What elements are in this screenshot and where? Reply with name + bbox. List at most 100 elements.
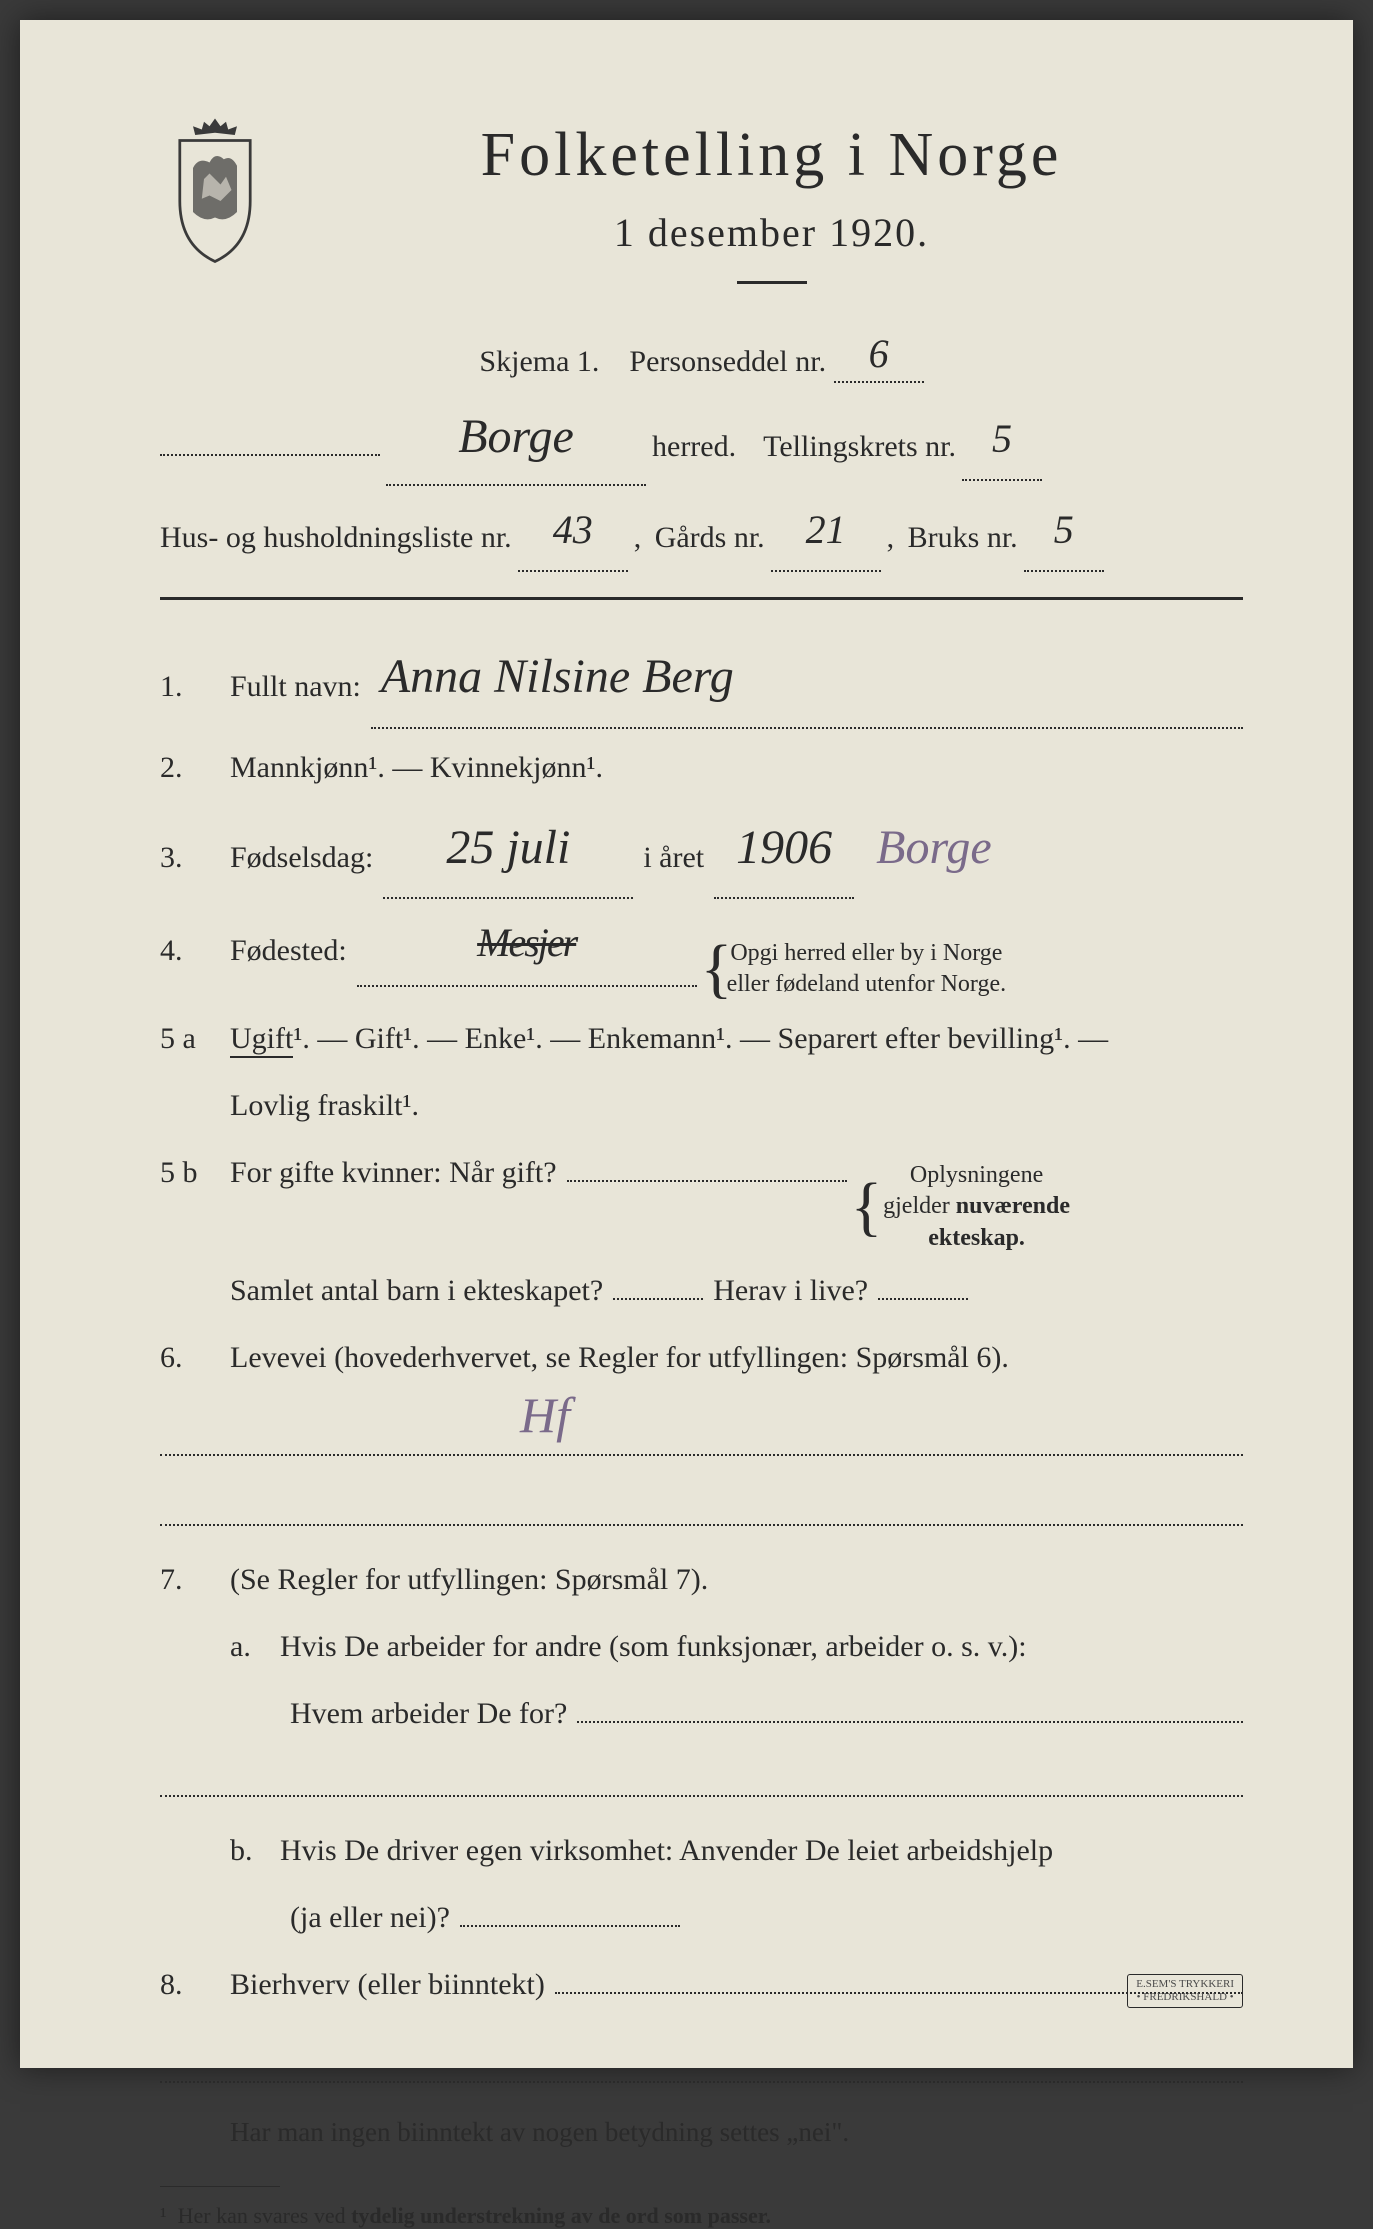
q5b-live-field: [878, 1298, 968, 1300]
q3-day-field: 25 juli: [383, 806, 633, 899]
footnote: ¹ Her kan svares ved tydelig understrekn…: [160, 2199, 1243, 2229]
q4-field: Mesjer: [357, 909, 697, 987]
title-rule: [737, 281, 807, 284]
tellingskrets-label: Tellingskrets nr.: [763, 420, 956, 474]
q7b-field: [460, 1925, 680, 1927]
q6-field-1: Hf: [160, 1396, 1243, 1456]
q7a: a. Hvis De arbeider for andre (som funks…: [160, 1618, 1243, 1675]
q4-label: Fødested:: [230, 922, 347, 979]
q3-label: Fødselsdag:: [230, 829, 373, 886]
q5b-l1a: For gifte kvinner: Når gift?: [230, 1144, 557, 1201]
q5b-barn-field: [613, 1298, 703, 1300]
q6-text: Levevei (hovederhvervet, se Regler for u…: [230, 1329, 1243, 1386]
bruks-field: 5: [1024, 498, 1104, 572]
q3: 3. Fødselsdag: 25 juli i året 1906 Borge: [160, 806, 1243, 899]
q4-note: Opgi herred eller by i Norge eller fødel…: [707, 938, 1006, 1000]
bruks-nr: 5: [1054, 507, 1074, 552]
divider: [160, 597, 1243, 600]
census-form-page: Folketelling i Norge 1 desember 1920. Sk…: [20, 20, 1353, 2068]
hushold-nr: 43: [553, 507, 593, 552]
q5b-l2b: Herav i live?: [713, 1262, 868, 1319]
q7a-field: [577, 1687, 1243, 1723]
q8: 8. Bierhverv (eller biinntekt): [160, 1956, 1243, 2013]
gards-label: Gårds nr.: [655, 511, 765, 565]
tellingskrets-field: 5: [962, 407, 1042, 481]
q3-place-extra: Borge: [876, 802, 992, 893]
q5b: 5 b For gifte kvinner: Når gift? Oplysni…: [160, 1144, 1243, 1319]
q3-mid: i året: [643, 829, 704, 886]
gards-nr: 21: [806, 507, 846, 552]
header: Folketelling i Norge 1 desember 1920.: [160, 120, 1243, 284]
q7: 7. (Se Regler for utfyllingen: Spørsmål …: [160, 1551, 1243, 1608]
herred-label: herred.: [652, 420, 736, 474]
q7b-l2: (ja eller nei)?: [290, 1889, 450, 1946]
q2-num: 2.: [160, 739, 230, 796]
q5b-note3: ekteskap.: [928, 1225, 1025, 1251]
tellingskrets-nr: 5: [992, 416, 1012, 461]
q5b-note1: Oplysningene: [910, 1162, 1043, 1188]
q5a: 5 a Ugift¹. — Gift¹. — Enke¹. — Enkemann…: [160, 1010, 1243, 1067]
hushold-field: 43: [518, 498, 628, 572]
q3-year-field: 1906: [714, 806, 854, 899]
q3-day: 25 juli: [446, 821, 570, 874]
q8-num: 8.: [160, 1956, 230, 2013]
q5a-line2-text: Lovlig fraskilt¹.: [230, 1077, 419, 1134]
herred-value: Borge: [458, 410, 574, 463]
subtitle: 1 desember 1920.: [300, 209, 1243, 256]
q2: 2. Mannkjønn¹. — Kvinnekjønn¹.: [160, 739, 1243, 796]
q3-year: 1906: [736, 821, 832, 874]
q1: 1. Fullt navn: Anna Nilsine Berg: [160, 635, 1243, 728]
q7-num: 7.: [160, 1551, 230, 1608]
q5a-rest: ¹. — Gift¹. — Enke¹. — Enkemann¹. — Sepa…: [293, 1022, 1108, 1055]
gards-field: 21: [771, 498, 881, 572]
q2-text: Mannkjønn¹. — Kvinnekjønn¹.: [230, 739, 1243, 796]
q7a-num: a.: [230, 1618, 280, 1675]
q5b-note: Oplysningene gjelder nuværende ekteskap.: [857, 1160, 1077, 1254]
q1-num: 1.: [160, 658, 230, 715]
main-title: Folketelling i Norge: [300, 120, 1243, 191]
q1-field: Anna Nilsine Berg: [371, 635, 1243, 728]
q7a-l2: Hvem arbeider De for?: [290, 1685, 567, 1742]
q5a-ugift: Ugift: [230, 1022, 293, 1058]
q6: 6. Levevei (hovederhvervet, se Regler fo…: [160, 1329, 1243, 1386]
stamp-l1: E.SEM'S TRYKKERI: [1136, 1978, 1234, 1990]
q7b-l1: Hvis De driver egen virksomhet: Anvender…: [280, 1822, 1243, 1879]
hushold-label: Hus- og husholdningsliste nr.: [160, 511, 512, 565]
q5a-line2: Lovlig fraskilt¹.: [160, 1077, 1243, 1134]
personseddel-nr-field: 6: [834, 334, 924, 383]
q6-sig: Hf: [520, 1386, 570, 1444]
form-meta-line-2: Borge herred. Tellingskrets nr. 5: [160, 398, 1243, 486]
q6-field-2: [160, 1481, 1243, 1526]
q7a-l1: Hvis De arbeider for andre (som funksjon…: [280, 1618, 1243, 1675]
q5b-gift-field: [567, 1180, 847, 1182]
herred-field: Borge: [386, 398, 646, 486]
q4-note-b: eller fødeland utenfor Norge.: [727, 971, 1006, 997]
stamp-l2: • FREDRIKSHALD •: [1137, 1991, 1234, 2003]
q6-num: 6.: [160, 1329, 230, 1386]
q8-label: Bierhverv (eller biinntekt): [230, 1956, 545, 2013]
q1-label: Fullt navn:: [230, 658, 361, 715]
form-meta-line-1: Skjema 1. Personseddel nr. 6: [160, 334, 1243, 383]
q4-num: 4.: [160, 922, 230, 979]
q7a-line2: Hvem arbeider De for?: [160, 1685, 1243, 1742]
q5b-num: 5 b: [160, 1144, 230, 1201]
footnote-rule: [160, 2186, 280, 2187]
coat-of-arms-icon: [160, 110, 270, 270]
printer-stamp: E.SEM'S TRYKKERI • FREDRIKSHALD •: [1127, 1974, 1243, 2008]
q7a-field-2: [160, 1752, 1243, 1797]
q7b-num: b.: [230, 1822, 280, 1879]
q5b-l2a: Samlet antal barn i ekteskapet?: [230, 1262, 603, 1319]
q8-note: Har man ingen biinntekt av nogen betydni…: [160, 2108, 1243, 2157]
form-meta-line-3: Hus- og husholdningsliste nr. 43 , Gårds…: [160, 498, 1243, 572]
personseddel-label: Personseddel nr.: [629, 345, 826, 378]
q1-value: Anna Nilsine Berg: [371, 650, 734, 703]
q5a-num: 5 a: [160, 1010, 230, 1067]
q7b: b. Hvis De driver egen virksomhet: Anven…: [160, 1822, 1243, 1879]
q7b-line2: (ja eller nei)?: [160, 1889, 1243, 1946]
bruks-label: Bruks nr.: [908, 511, 1018, 565]
q3-num: 3.: [160, 829, 230, 886]
q4-note-a: Opgi herred eller by i Norge: [730, 940, 1002, 966]
title-block: Folketelling i Norge 1 desember 1920.: [300, 120, 1243, 284]
q4: 4. Fødested: Mesjer Opgi herred eller by…: [160, 909, 1243, 1000]
q8-field-2: [160, 2038, 1243, 2083]
